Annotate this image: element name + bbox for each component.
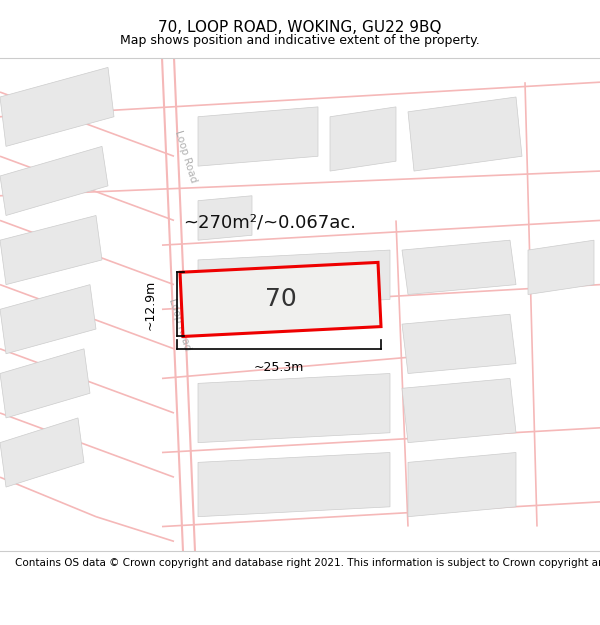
Polygon shape bbox=[408, 452, 516, 517]
Polygon shape bbox=[198, 452, 390, 517]
Text: Contains OS data © Crown copyright and database right 2021. This information is : Contains OS data © Crown copyright and d… bbox=[15, 558, 600, 568]
Polygon shape bbox=[408, 97, 522, 171]
Polygon shape bbox=[402, 240, 516, 294]
Text: ~12.9m: ~12.9m bbox=[143, 279, 157, 329]
Text: Loop Road: Loop Road bbox=[167, 297, 193, 351]
Text: ~270m²/~0.067ac.: ~270m²/~0.067ac. bbox=[183, 214, 356, 232]
Polygon shape bbox=[402, 314, 516, 374]
Polygon shape bbox=[330, 107, 396, 171]
Text: Loop Road: Loop Road bbox=[173, 129, 199, 184]
Polygon shape bbox=[0, 284, 96, 354]
Polygon shape bbox=[0, 418, 84, 487]
Polygon shape bbox=[198, 250, 390, 309]
Polygon shape bbox=[198, 107, 318, 166]
Text: 70, LOOP ROAD, WOKING, GU22 9BQ: 70, LOOP ROAD, WOKING, GU22 9BQ bbox=[158, 20, 442, 35]
Polygon shape bbox=[0, 349, 90, 418]
Polygon shape bbox=[198, 374, 390, 442]
Text: ~25.3m: ~25.3m bbox=[254, 361, 304, 374]
Polygon shape bbox=[180, 262, 381, 336]
Text: 70: 70 bbox=[265, 288, 296, 311]
Polygon shape bbox=[0, 146, 108, 216]
Polygon shape bbox=[402, 378, 516, 442]
Polygon shape bbox=[198, 196, 252, 240]
Polygon shape bbox=[528, 240, 594, 294]
Polygon shape bbox=[0, 216, 102, 284]
Polygon shape bbox=[0, 68, 114, 146]
Text: Map shows position and indicative extent of the property.: Map shows position and indicative extent… bbox=[120, 34, 480, 47]
